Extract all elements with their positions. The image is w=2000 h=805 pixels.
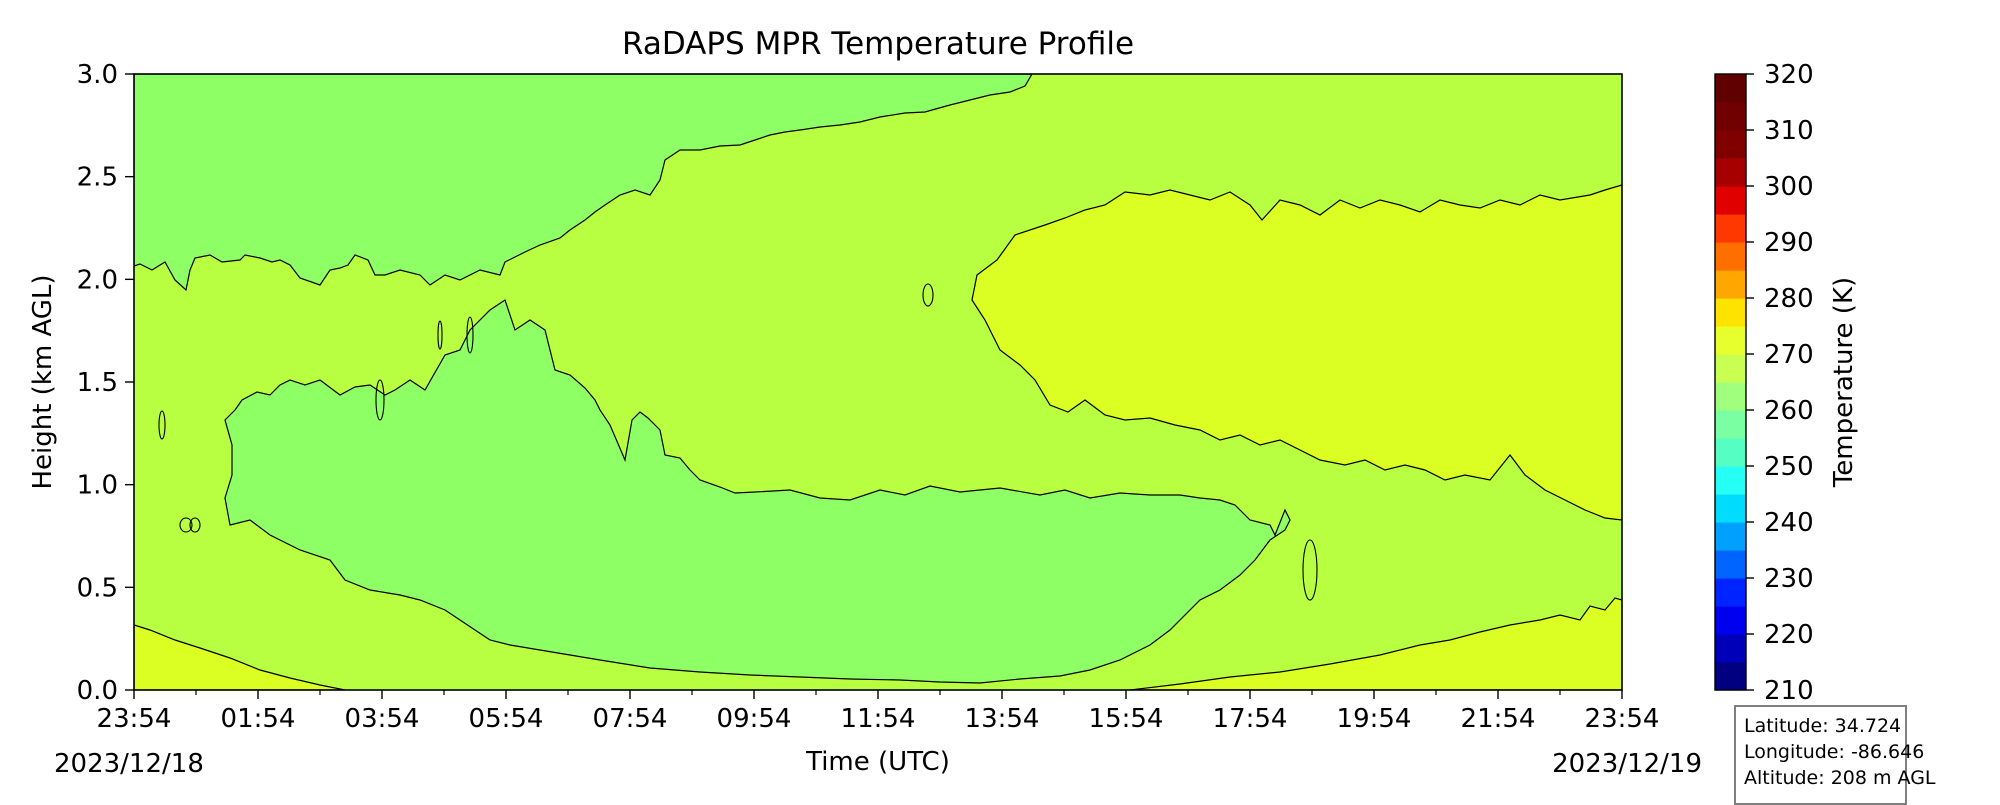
colorbar-label: Temperature (K)	[1829, 277, 1859, 488]
colorbar-tick-label: 230	[1764, 564, 1814, 594]
y-tick-label: 0.0	[77, 676, 118, 706]
colorbar-segment	[1715, 662, 1746, 691]
colorbar-segment	[1715, 270, 1746, 299]
x-tick-label: 09:54	[717, 704, 792, 734]
colorbar-segment	[1715, 578, 1746, 607]
warm-surface-layer-right	[1129, 597, 1622, 690]
small-contour-cells	[158, 283, 1318, 601]
end-date-label: 2023/12/19	[1552, 749, 1702, 779]
colorbar-tick-label: 210	[1764, 676, 1814, 706]
colorbar-tick-label: 270	[1764, 340, 1814, 370]
colorbar-segment	[1715, 354, 1746, 383]
x-tick-label: 13:54	[965, 704, 1040, 734]
x-tick-label: 23:54	[97, 704, 172, 734]
x-tick-label: 15:54	[1089, 704, 1164, 734]
colorbar-segment	[1715, 214, 1746, 243]
colorbar-tick-label: 240	[1764, 508, 1814, 538]
colorbar-segment	[1715, 466, 1746, 495]
y-tick-label: 3.0	[77, 60, 118, 90]
y-tick-label: 0.5	[77, 573, 118, 603]
colorbar	[1714, 73, 1747, 691]
x-tick-label: 23:54	[1585, 704, 1660, 734]
x-tick-label: 17:54	[1213, 704, 1288, 734]
x-tick-label: 21:54	[1461, 704, 1536, 734]
x-tick-label: 01:54	[221, 704, 296, 734]
colorbar-segment	[1715, 522, 1746, 551]
y-axis-label: Height (km AGL)	[28, 274, 58, 489]
x-tick-label: 07:54	[593, 704, 668, 734]
start-date-label: 2023/12/18	[54, 749, 204, 779]
chart-title: RaDAPS MPR Temperature Profile	[622, 26, 1134, 62]
colorbar-tick-label: 260	[1764, 396, 1814, 426]
colorbar-segment	[1715, 438, 1746, 467]
warm-elevated-layer	[971, 184, 1622, 521]
colorbar-tick-label: 320	[1764, 60, 1814, 90]
x-tick-label: 05:54	[469, 704, 544, 734]
colorbar-ticks: 210 220 230 240 250 260 270 280 290 300 310 320	[1746, 60, 1814, 706]
plot-area	[133, 73, 1623, 691]
y-axis: 0.0 0.5 1.0 1.5 2.0 2.5 3.0	[77, 60, 134, 706]
x-axis-label: Time (UTC)	[805, 747, 950, 777]
longitude-text: Longitude: -86.646	[1744, 741, 1925, 763]
colorbar-tick-label: 220	[1764, 620, 1814, 650]
x-tick-label: 19:54	[1337, 704, 1412, 734]
x-axis: 23:54 01:54 03:54 05:54 07:54 09:54 11:54 13:54…	[97, 690, 1660, 734]
x-tick-label: 11:54	[841, 704, 916, 734]
y-tick-label: 1.0	[77, 471, 118, 501]
warm-surface-layer	[134, 624, 346, 690]
colorbar-segment	[1715, 242, 1746, 271]
cool-upper-layer	[134, 74, 1033, 292]
colorbar-segment	[1715, 634, 1746, 663]
colorbar-tick-label: 310	[1764, 116, 1814, 146]
colorbar-segment	[1715, 130, 1746, 159]
colorbar-tick-label: 280	[1764, 284, 1814, 314]
colorbar-segment	[1715, 186, 1746, 215]
colorbar-segment	[1715, 102, 1746, 131]
y-tick-label: 2.5	[77, 163, 118, 193]
x-tick-label: 03:54	[345, 704, 420, 734]
latitude-text: Latitude: 34.724	[1744, 715, 1902, 737]
colorbar-tick-label: 290	[1764, 228, 1814, 258]
colorbar-tick-label: 250	[1764, 452, 1814, 482]
colorbar-tick-label: 300	[1764, 172, 1814, 202]
y-tick-label: 2.0	[77, 265, 118, 295]
station-info-box: Latitude: 34.724 Longitude: -86.646 Alti…	[1734, 705, 1936, 805]
colorbar-frame	[1714, 73, 1747, 691]
colorbar-segment	[1715, 410, 1746, 439]
colorbar-segment	[1715, 606, 1746, 635]
colorbar-segment	[1715, 74, 1746, 103]
cool-low-layer	[224, 299, 1291, 684]
colorbar-segment	[1715, 158, 1746, 187]
altitude-text: Altitude: 208 m AGL	[1744, 767, 1936, 789]
y-tick-label: 1.5	[77, 368, 118, 398]
colorbar-segment	[1715, 550, 1746, 579]
colorbar-segment	[1715, 494, 1746, 523]
colorbar-segment	[1715, 382, 1746, 411]
colorbar-segment	[1715, 326, 1746, 355]
colorbar-segment	[1715, 298, 1746, 327]
